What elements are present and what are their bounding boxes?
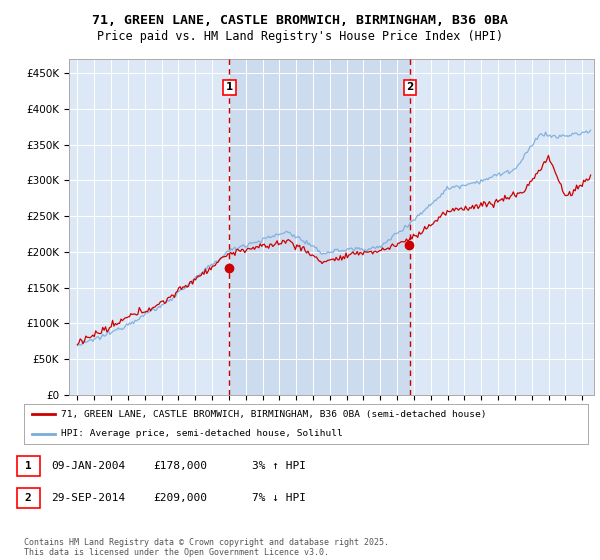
- Text: 1: 1: [226, 82, 233, 92]
- Text: Price paid vs. HM Land Registry's House Price Index (HPI): Price paid vs. HM Land Registry's House …: [97, 30, 503, 43]
- Text: 2: 2: [25, 493, 32, 503]
- Text: 3% ↑ HPI: 3% ↑ HPI: [252, 461, 306, 471]
- Text: 71, GREEN LANE, CASTLE BROMWICH, BIRMINGHAM, B36 0BA: 71, GREEN LANE, CASTLE BROMWICH, BIRMING…: [92, 14, 508, 27]
- Text: 2: 2: [406, 82, 413, 92]
- Bar: [229, 59, 410, 395]
- Text: 7% ↓ HPI: 7% ↓ HPI: [252, 493, 306, 503]
- Text: HPI: Average price, semi-detached house, Solihull: HPI: Average price, semi-detached house,…: [61, 429, 343, 438]
- Text: 09-JAN-2004: 09-JAN-2004: [51, 461, 125, 471]
- Text: £178,000: £178,000: [153, 461, 207, 471]
- Text: 71, GREEN LANE, CASTLE BROMWICH, BIRMINGHAM, B36 0BA (semi-detached house): 71, GREEN LANE, CASTLE BROMWICH, BIRMING…: [61, 409, 486, 419]
- Text: 29-SEP-2014: 29-SEP-2014: [51, 493, 125, 503]
- Text: Contains HM Land Registry data © Crown copyright and database right 2025.
This d: Contains HM Land Registry data © Crown c…: [24, 538, 389, 557]
- Text: 1: 1: [25, 461, 32, 471]
- Text: £209,000: £209,000: [153, 493, 207, 503]
